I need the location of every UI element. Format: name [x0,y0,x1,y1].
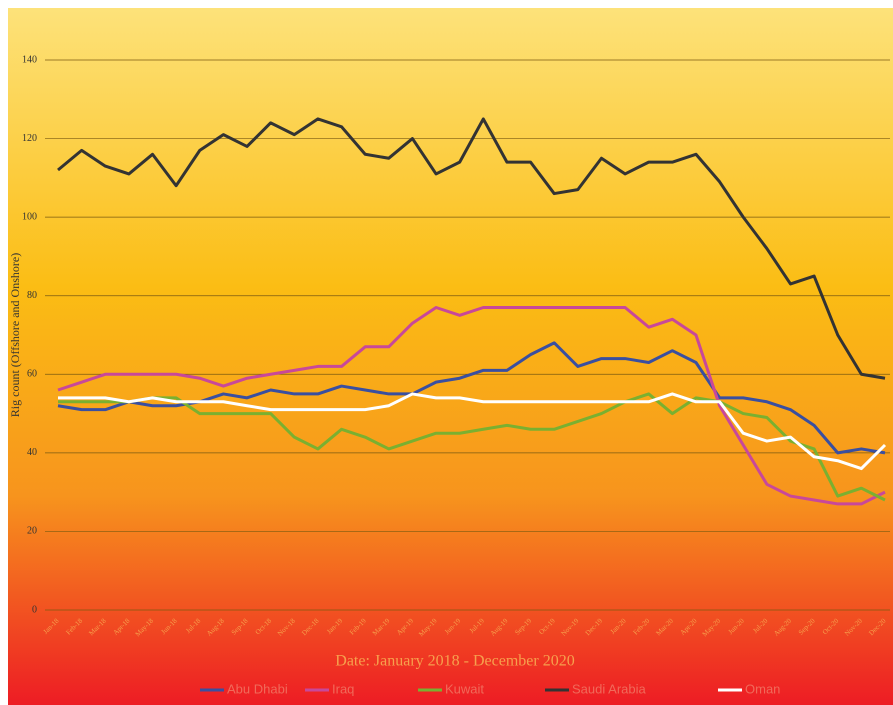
y-tick-label: 0 [32,604,37,615]
y-tick-label: 120 [22,133,37,144]
y-tick-label: 60 [27,369,37,380]
legend-label: Oman [745,681,780,696]
legend-label: Saudi Arabia [572,681,646,696]
y-axis-title: Rig count (Offshore and Onshore) [8,253,22,417]
legend-label: Abu Dhabi [227,681,288,696]
y-tick-label: 20 [27,526,37,537]
background [8,8,893,705]
y-tick-label: 40 [27,447,37,458]
series-line [57,306,886,506]
series-line [58,392,887,471]
y-tick-label: 80 [27,290,37,301]
series-line [57,117,886,380]
legend-label: Iraq [332,681,354,696]
series-line [58,392,886,502]
y-tick-label: 100 [22,211,37,222]
y-tick-label: 140 [22,54,37,65]
legend-label: Kuwait [445,681,484,696]
x-axis-title: Date: January 2018 - December 2020 [335,653,574,670]
